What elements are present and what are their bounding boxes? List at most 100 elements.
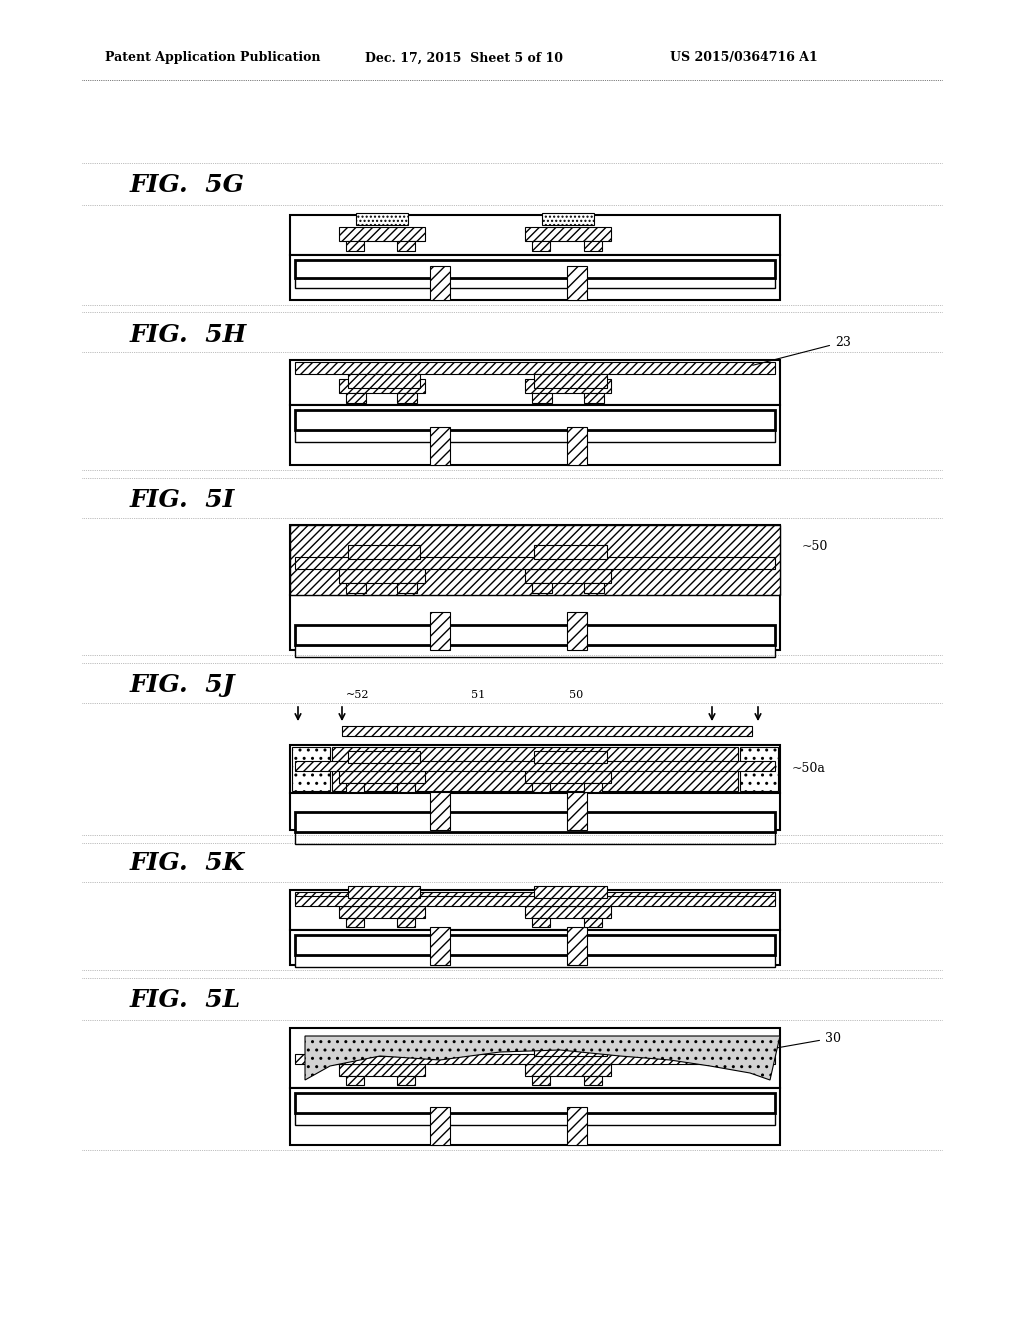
Bar (430, 267, 451, 300)
Bar (430, 927, 451, 965)
Bar (339, 227, 425, 242)
Bar (295, 1053, 775, 1064)
Bar (295, 1093, 775, 1113)
Bar (290, 890, 780, 931)
Bar (567, 267, 588, 300)
Bar (346, 783, 364, 792)
Bar (295, 645, 775, 657)
Text: ~50a: ~50a (792, 763, 826, 776)
Text: 50: 50 (569, 690, 584, 700)
Bar (290, 931, 780, 965)
Bar (525, 227, 611, 242)
Text: US 2015/0364716 A1: US 2015/0364716 A1 (670, 51, 818, 65)
Bar (534, 545, 606, 558)
Bar (430, 792, 451, 830)
Bar (584, 393, 603, 403)
Bar (295, 411, 775, 430)
Text: 51: 51 (471, 690, 485, 700)
Bar (332, 747, 738, 791)
Bar (347, 374, 421, 388)
Bar (532, 917, 550, 927)
Bar (397, 783, 416, 792)
Text: ~50: ~50 (802, 540, 828, 553)
Bar (346, 393, 366, 403)
Bar (295, 430, 775, 442)
Bar (430, 1107, 451, 1144)
Bar (295, 762, 775, 771)
Bar (290, 793, 780, 830)
Bar (290, 525, 780, 595)
Bar (584, 783, 601, 792)
Bar (567, 612, 588, 649)
Bar (397, 583, 418, 593)
Bar (295, 832, 775, 845)
Bar (295, 1113, 775, 1125)
Bar (525, 771, 611, 783)
Bar (292, 747, 330, 791)
Polygon shape (305, 1036, 780, 1080)
Bar (295, 892, 775, 900)
Bar (430, 612, 451, 649)
Bar (532, 1076, 550, 1085)
Bar (295, 260, 775, 279)
Bar (346, 242, 364, 251)
Text: FIG.  5G: FIG. 5G (130, 173, 245, 197)
Bar (584, 1076, 601, 1085)
Bar (290, 360, 780, 405)
Bar (290, 255, 780, 300)
Text: FIG.  5J: FIG. 5J (130, 673, 236, 697)
Bar (290, 595, 780, 649)
Text: 23: 23 (753, 335, 851, 366)
Bar (295, 626, 775, 645)
Text: FIG.  5I: FIG. 5I (130, 488, 236, 512)
Bar (290, 215, 780, 255)
Bar (525, 1064, 611, 1076)
Bar (295, 812, 775, 832)
Bar (356, 213, 408, 224)
Bar (397, 1076, 416, 1085)
Bar (342, 726, 752, 737)
Bar (534, 1044, 606, 1056)
Bar (740, 747, 778, 791)
Bar (534, 886, 606, 898)
Text: ~52: ~52 (346, 690, 370, 700)
Text: FIG.  5K: FIG. 5K (130, 851, 246, 875)
Bar (295, 896, 775, 906)
Bar (339, 379, 425, 393)
Bar (534, 374, 606, 388)
Bar (346, 1076, 364, 1085)
Text: 30: 30 (768, 1031, 841, 1049)
Text: FIG.  5H: FIG. 5H (130, 323, 247, 347)
Bar (295, 954, 775, 968)
Bar (339, 771, 425, 783)
Text: FIG.  5L: FIG. 5L (130, 987, 242, 1012)
Text: Dec. 17, 2015  Sheet 5 of 10: Dec. 17, 2015 Sheet 5 of 10 (365, 51, 563, 65)
Bar (290, 1088, 780, 1144)
Text: Patent Application Publication: Patent Application Publication (105, 51, 321, 65)
Bar (346, 583, 366, 593)
Bar (525, 906, 611, 917)
Bar (567, 1107, 588, 1144)
Bar (295, 557, 775, 569)
Bar (339, 1064, 425, 1076)
Bar (584, 583, 603, 593)
Bar (397, 917, 416, 927)
Bar (339, 906, 425, 917)
Bar (543, 213, 594, 224)
Bar (397, 393, 418, 403)
Bar (347, 751, 421, 763)
Bar (290, 744, 780, 793)
Bar (525, 379, 611, 393)
Bar (347, 545, 421, 558)
Bar (290, 405, 780, 465)
Bar (346, 917, 364, 927)
Bar (525, 569, 611, 583)
Bar (532, 242, 550, 251)
Bar (295, 279, 775, 288)
Bar (430, 426, 451, 465)
Bar (534, 751, 606, 763)
Bar (567, 426, 588, 465)
Bar (339, 569, 425, 583)
Bar (347, 886, 421, 898)
Bar (397, 242, 416, 251)
